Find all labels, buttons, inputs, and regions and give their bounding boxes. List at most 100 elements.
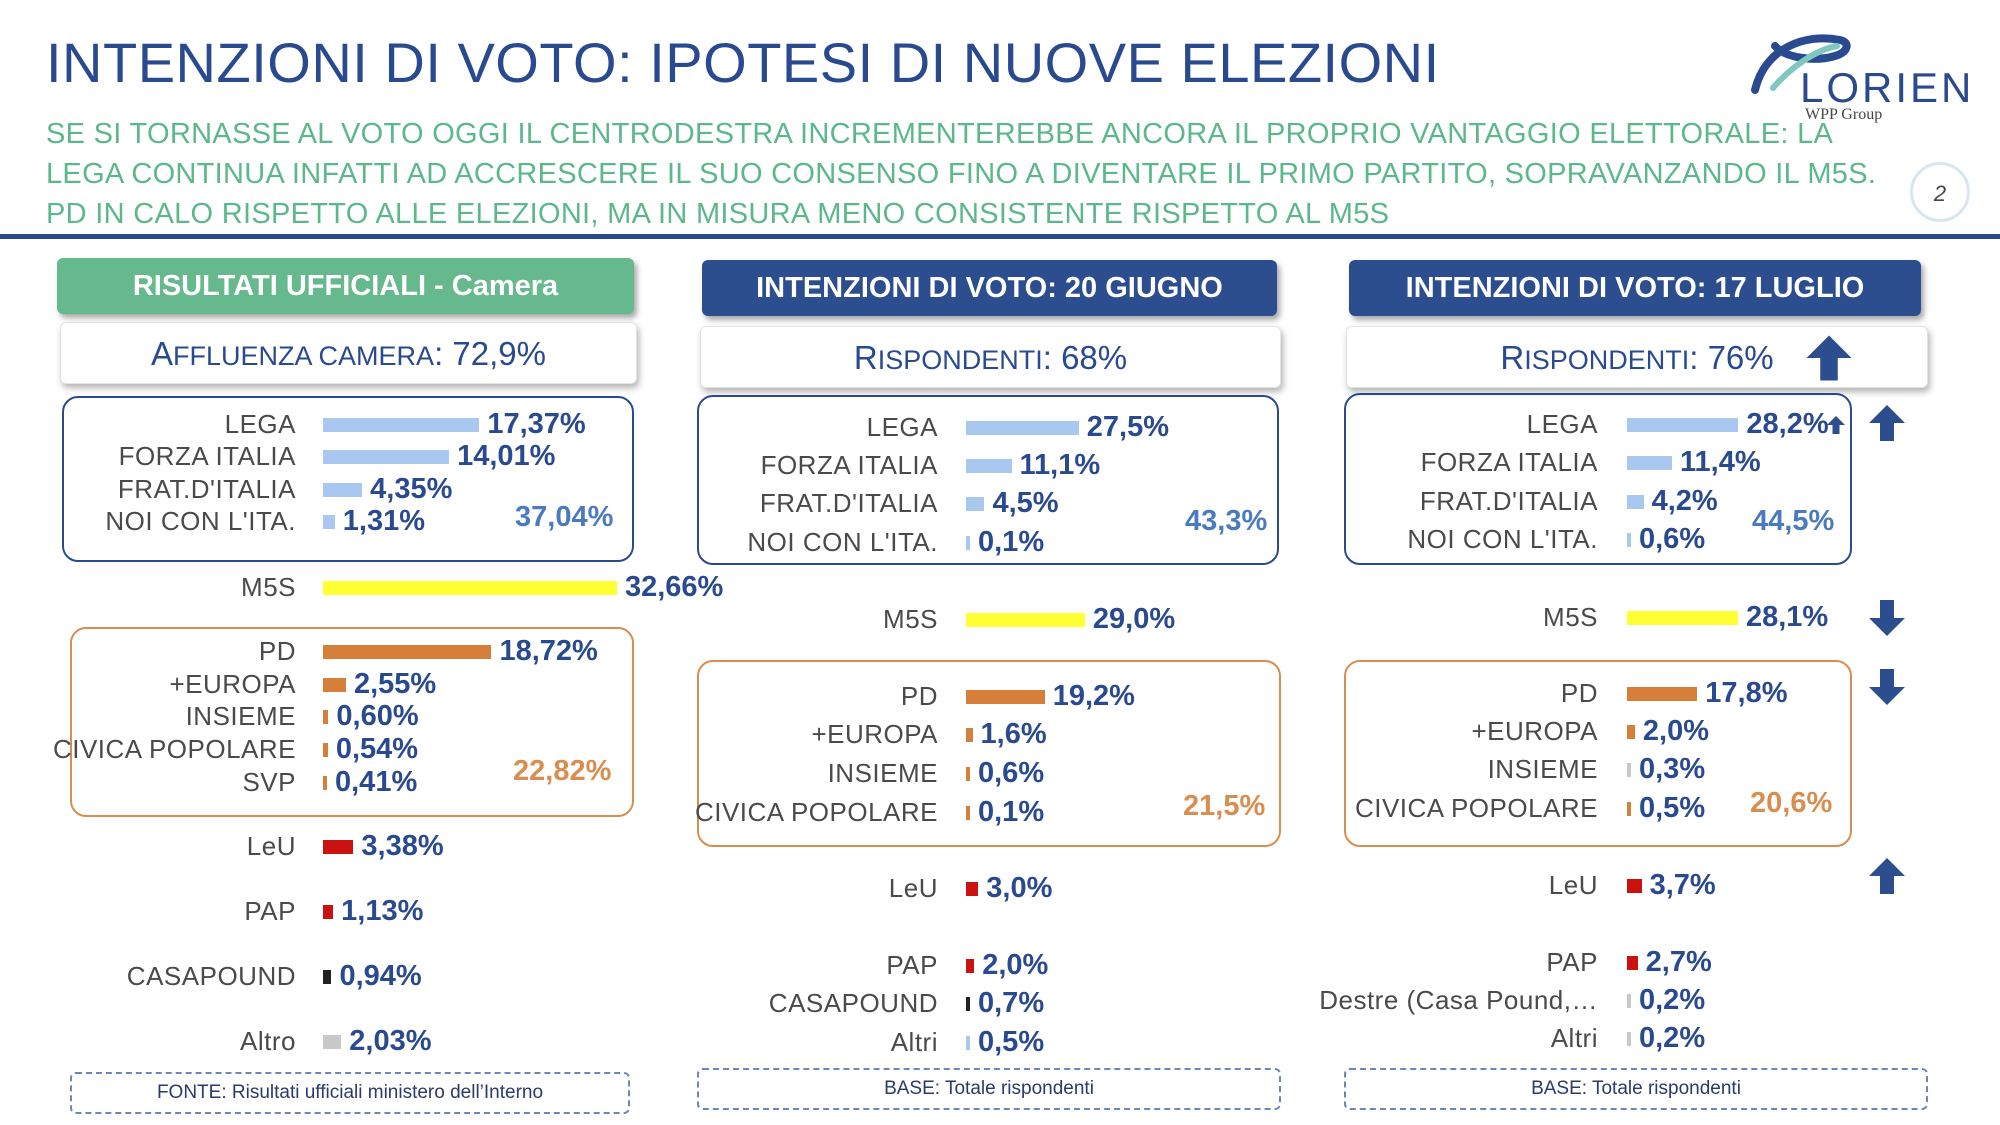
party-label-pap: PAP — [886, 950, 938, 980]
value-noi-con-l-ita: 1,31% — [342, 505, 426, 537]
centrosinistra-group-box — [697, 660, 1281, 847]
summary-value: : 72,9% — [434, 335, 546, 372]
bar-leu — [1627, 879, 1642, 893]
bar-altri — [966, 1036, 970, 1050]
value-forza-italia: 11,1% — [1019, 449, 1101, 481]
party-label-casapound: CASAPOUND — [126, 961, 296, 991]
value-forza-italia: 11,4% — [1680, 446, 1761, 478]
centrodestra-total: 44,5% — [1752, 505, 1835, 537]
bar-europa — [323, 678, 346, 692]
party-label-altri: Altri — [1550, 1023, 1598, 1053]
page-title: INTENZIONI DI VOTO: IPOTESI DI NUOVE ELE… — [46, 31, 1440, 94]
bar-lega — [323, 418, 480, 432]
bar-insieme — [966, 767, 970, 781]
bar-pap — [1627, 956, 1638, 970]
value-frat-d-italia: 4,5% — [992, 487, 1059, 519]
lorien-logo: LORIEN WPP Group — [1745, 28, 1971, 128]
summary-caption: ISPONDENTI — [877, 345, 1043, 375]
bar-pap — [966, 959, 975, 973]
value-europa: 2,55% — [353, 668, 437, 700]
source-footer: FONTE: Risultati ufficiali ministero del… — [70, 1072, 630, 1114]
value-casapound: 0,7% — [978, 987, 1045, 1019]
party-label-noi-con-l-ita: NOI CON L'ITA. — [747, 527, 938, 557]
bar-pd — [966, 690, 1045, 704]
party-label-pap: PAP — [1546, 947, 1598, 977]
arrow-up-icon — [1869, 405, 1905, 441]
value-forza-italia: 14,01% — [457, 440, 556, 472]
centrosinistra-total: 21,5% — [1183, 790, 1266, 822]
value-civica-popolare: 0,5% — [1639, 792, 1706, 824]
value-civica-popolare: 0,54% — [335, 733, 419, 765]
centrosinistra-total: 22,82% — [513, 755, 612, 787]
summary-initial: R — [1500, 339, 1525, 376]
page-subtitle: SE SI TORNASSE AL VOTO OGGI IL CENTRODES… — [46, 118, 1877, 230]
party-label-pd: PD — [258, 636, 296, 666]
centrodestra-group-box — [697, 395, 1279, 565]
logo-swirl-icon — [1751, 34, 1851, 94]
respondents-summary: RISPONDENTI: 68% — [700, 326, 1281, 388]
party-label-europa: +EUROPA — [811, 719, 938, 749]
value-pap: 1,13% — [341, 895, 424, 927]
bar-frat-d-italia — [323, 483, 363, 497]
bar-m5s — [1627, 611, 1738, 625]
source-footer: BASE: Totale rispondenti — [1344, 1068, 1928, 1110]
arrow-up-icon — [1806, 335, 1852, 381]
value-europa: 1,6% — [980, 718, 1047, 750]
party-label-altro: Altro — [240, 1026, 296, 1056]
bar-pd — [1627, 687, 1698, 701]
bar-leu — [966, 882, 979, 896]
chart-title: INTENZIONI DI VOTO: 20 GIUGNO — [702, 260, 1277, 316]
value-svp: 0,41% — [335, 766, 418, 798]
summary-caption: FFLUENZA CAMERA — [173, 341, 435, 371]
respondents-summary: AFFLUENZA CAMERA: 72,9% — [60, 322, 637, 384]
centrosinistra-group-box — [70, 627, 634, 817]
centrosinistra-total: 20,6% — [1750, 787, 1833, 819]
bar-lega — [966, 421, 1079, 435]
party-label-lega: LEGA — [866, 412, 938, 442]
bar-civica-popolare — [1627, 802, 1631, 816]
bar-civica-popolare — [323, 743, 328, 757]
bar-noi-con-l-ita — [966, 536, 970, 550]
value-pd: 18,72% — [499, 635, 598, 667]
summary-value: : 68% — [1042, 339, 1128, 376]
centrodestra-total: 43,3% — [1185, 505, 1268, 537]
party-label-destre-casa-pound: Destre (Casa Pound,… — [1319, 985, 1598, 1015]
party-label-m5s: M5S — [241, 572, 296, 602]
party-label-europa: +EUROPA — [169, 669, 296, 699]
party-label-altri: Altri — [890, 1027, 938, 1057]
arrow-down-icon — [1869, 669, 1905, 705]
party-label-civica-popolare: CIVICA POPOLARE — [52, 734, 296, 764]
value-frat-d-italia: 4,35% — [370, 473, 453, 505]
bar-casapound — [966, 997, 970, 1011]
logo-text: LORIEN — [1800, 64, 1975, 111]
party-label-pap: PAP — [244, 896, 296, 926]
party-label-frat-d-italia: FRAT.D'ITALIA — [117, 474, 296, 504]
centrodestra-total: 37,04% — [515, 501, 614, 533]
value-insieme: 0,6% — [978, 757, 1045, 789]
value-insieme: 0,3% — [1639, 753, 1706, 785]
party-label-civica-popolare: CIVICA POPOLARE — [1354, 793, 1598, 823]
bar-noi-con-l-ita — [1627, 533, 1631, 547]
bar-altro — [323, 1035, 342, 1049]
chart-title: RISULTATI UFFICIALI - Camera — [57, 258, 634, 314]
summary-caption: ISPONDENTI — [1524, 345, 1690, 375]
header-divider — [0, 234, 2000, 239]
bar-europa — [1627, 725, 1635, 739]
party-label-noi-con-l-ita: NOI CON L'ITA. — [1407, 524, 1598, 554]
value-noi-con-l-ita: 0,1% — [978, 526, 1045, 558]
party-label-leu: LeU — [888, 873, 938, 903]
party-label-europa: +EUROPA — [1471, 716, 1598, 746]
value-lega: 17,37% — [487, 408, 586, 440]
value-pd: 19,2% — [1052, 680, 1135, 712]
bar-frat-d-italia — [1627, 495, 1644, 509]
bar-pap — [323, 905, 334, 919]
party-label-forza-italia: FORZA ITALIA — [760, 450, 938, 480]
bar-lega — [1627, 418, 1739, 432]
value-m5s: 32,66% — [624, 571, 724, 603]
value-pap: 2,0% — [982, 949, 1049, 981]
bar-m5s — [323, 581, 617, 595]
value-m5s: 28,1% — [1745, 601, 1829, 633]
value-lega: 28,2% — [1746, 408, 1829, 440]
party-label-civica-popolare: CIVICA POPOLARE — [694, 797, 938, 827]
value-leu: 3,38% — [361, 830, 444, 862]
